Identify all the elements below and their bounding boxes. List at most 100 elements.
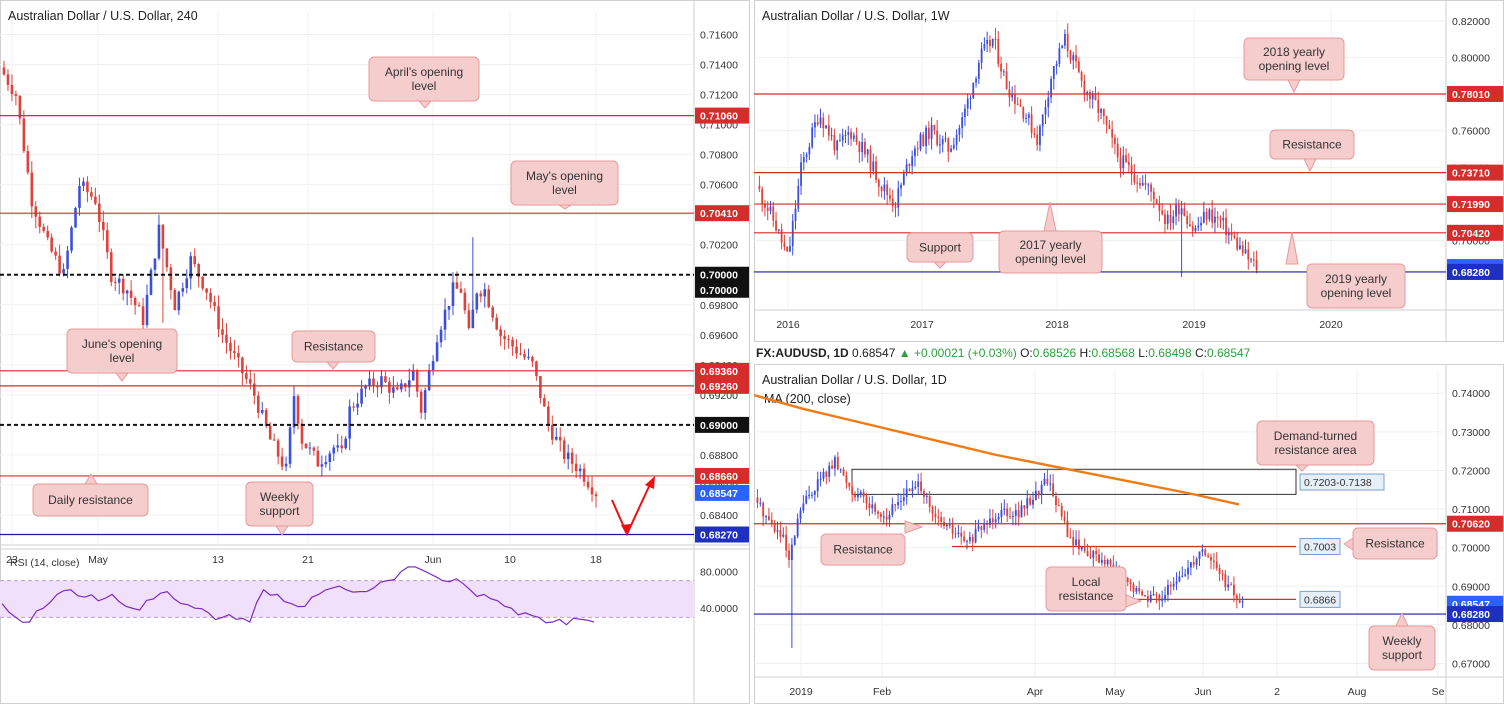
candle-body (1133, 174, 1136, 183)
candle-body (928, 495, 931, 508)
candle-body (960, 532, 963, 537)
x-tick-label: 2 (1274, 686, 1280, 698)
candle-body (780, 229, 783, 243)
candle-body (1080, 547, 1083, 550)
x-tick-label: 21 (302, 554, 314, 566)
annotation-daily-resistance-right-text: Resistance (1365, 537, 1425, 551)
candle-body (348, 406, 351, 439)
level-3-tag-label: 0.70000 (700, 285, 738, 297)
candle-body (968, 537, 971, 541)
x-tick-label: 2019 (1182, 319, 1206, 331)
candle-body (1034, 490, 1037, 500)
candle-body (1014, 93, 1016, 104)
candle-body (1017, 510, 1020, 518)
candle-body (491, 307, 494, 318)
x-tick-label: 18 (590, 554, 602, 566)
candle-body (18, 95, 22, 119)
chart-4h[interactable]: 0.71600 0.71400 0.71200 0.71000 0.70800 0.706… (0, 0, 750, 704)
candle-body (839, 140, 841, 142)
candle-body (459, 288, 463, 293)
candle-body (562, 440, 566, 459)
candle-body (209, 292, 212, 302)
candle-body (364, 386, 367, 389)
candle-body (463, 292, 467, 311)
candle-body (782, 534, 785, 537)
y-tick-label: 0.70600 (700, 180, 738, 192)
candle-body (777, 229, 780, 231)
candle-body (934, 513, 937, 517)
candle-body (822, 117, 825, 129)
candle-body (507, 339, 510, 341)
candle-body (137, 305, 141, 307)
candle-body (783, 242, 786, 247)
rsi-band (0, 580, 694, 618)
level-5-tag-label: 0.69260 (700, 381, 738, 393)
forecast-arrow-up-icon (645, 476, 655, 489)
candle-body (989, 40, 991, 47)
annotation-2019-opening-text: opening level (1321, 286, 1392, 300)
candle-body (34, 206, 38, 217)
rsi-line (1, 566, 595, 626)
candle-body (762, 502, 765, 517)
candle-body (1000, 63, 1002, 72)
candle-body (945, 524, 948, 527)
candle-body (779, 530, 782, 537)
candle-body (324, 461, 328, 465)
ticker-low-label: L: (1138, 346, 1149, 360)
candle-body (1075, 539, 1078, 546)
candle-body (1011, 515, 1014, 517)
annotation-daily-resistance-right-pointer (1343, 537, 1354, 551)
candle-body (1061, 45, 1064, 49)
candle-body (900, 184, 902, 189)
candle-body (177, 291, 181, 311)
candle-body (1236, 237, 1239, 249)
candle-body (1083, 547, 1086, 551)
candle-body (125, 290, 129, 294)
candle-body (1150, 184, 1152, 192)
candle-body (819, 117, 822, 125)
annotation-mays-opening-text: level (552, 183, 577, 197)
candle-body (914, 148, 916, 157)
candle-body (1216, 216, 1219, 219)
candle-body (574, 463, 578, 472)
candle-body (308, 447, 312, 449)
candle-body (1132, 584, 1135, 592)
ticker-open: 0.68526 (1032, 346, 1077, 360)
candle-body (969, 98, 972, 100)
candle-body (802, 157, 805, 163)
candle-body (256, 395, 260, 413)
candle-body (930, 124, 933, 139)
candle-body (1002, 71, 1005, 73)
y-tick-label: 0.71000 (1452, 504, 1490, 516)
x-tick-label: 2016 (776, 319, 800, 331)
candle-body (479, 293, 483, 297)
candle-body (919, 134, 922, 150)
y-tick-label: 0.69000 (1452, 581, 1490, 593)
candle-body (900, 500, 902, 502)
chart-weekly[interactable]: 0.820000.800000.780000.760000.740000.720… (754, 0, 1504, 342)
candle-body (855, 135, 858, 143)
candle-body (431, 361, 435, 370)
chart-daily[interactable]: 0.74000 0.73000 0.72000 0.71000 0.70000 0.690… (754, 364, 1504, 704)
candle-body (153, 258, 157, 270)
candle-body (1036, 134, 1039, 145)
candle-body (344, 438, 347, 449)
candle-body (213, 301, 216, 307)
candle-body (1189, 562, 1192, 568)
candle-body (894, 504, 897, 506)
candle-body (1252, 259, 1255, 261)
candle-body (245, 373, 248, 380)
candle-body (30, 172, 34, 207)
candle-body (503, 336, 506, 340)
candle-body (106, 230, 109, 253)
candle-body (1158, 594, 1161, 601)
candle-body (1183, 208, 1186, 216)
candle-body (811, 494, 813, 496)
candle-body (922, 134, 925, 146)
candle-body (1194, 227, 1197, 231)
chart-weekly-svg: 0.820000.800000.780000.760000.740000.720… (754, 0, 1504, 342)
candle-body (531, 356, 534, 362)
candle-body (229, 342, 232, 352)
candle-body (852, 135, 855, 139)
annotation-local-resistance (1045, 566, 1127, 612)
